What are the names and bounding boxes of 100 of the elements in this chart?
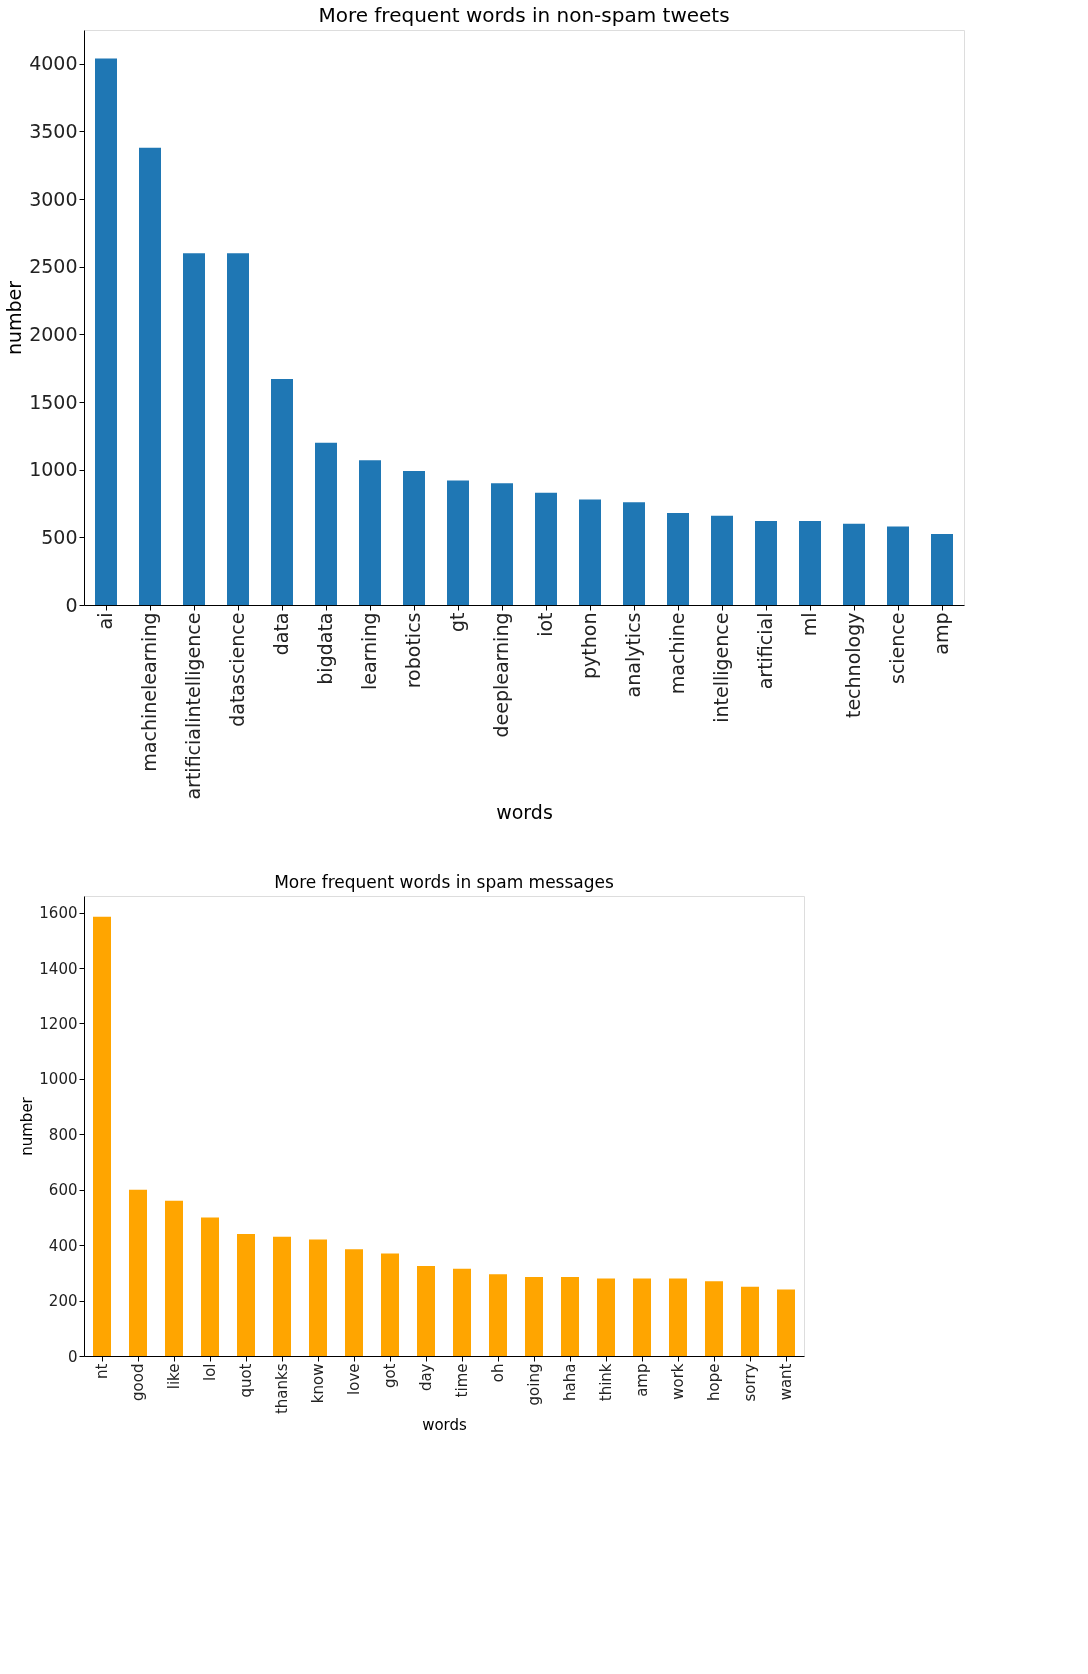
y-tick-label: 3000 — [29, 187, 78, 210]
bar — [271, 379, 293, 605]
bar — [273, 1236, 291, 1356]
y-tick-label: 500 — [41, 525, 78, 548]
x-tick-label: learning — [358, 612, 380, 691]
y-tick-label: 0 — [67, 1347, 78, 1366]
x-tick-label: work — [669, 1363, 687, 1400]
x-tick-label: time — [453, 1363, 471, 1398]
bar — [535, 492, 557, 605]
bar — [93, 916, 111, 1356]
bar — [139, 147, 161, 605]
x-tick-label: datascience — [226, 612, 248, 727]
x-tick-label: like — [165, 1363, 183, 1390]
x-tick-label: artificialintelligence — [182, 612, 204, 800]
bar — [755, 521, 777, 605]
x-tick-label: know — [309, 1363, 327, 1404]
y-tick-label: 2500 — [29, 255, 78, 278]
bar — [705, 1281, 723, 1356]
bar — [799, 521, 821, 605]
x-tick-label: haha — [561, 1363, 579, 1401]
bar — [345, 1249, 363, 1356]
bar — [843, 523, 865, 605]
x-tick-label: ml — [798, 612, 820, 637]
x-tick-label: machinelearning — [138, 612, 160, 772]
x-tick-label: deeplearning — [490, 612, 512, 738]
x-tick-label: lol — [201, 1363, 219, 1382]
x-tick-label: robotics — [402, 612, 424, 689]
y-tick-label: 3500 — [29, 119, 78, 142]
y-tick-label: 1200 — [39, 1014, 78, 1033]
bar — [309, 1239, 327, 1356]
x-tick-label: good — [129, 1363, 147, 1401]
bar — [777, 1289, 795, 1356]
bar — [561, 1277, 579, 1356]
bar — [633, 1278, 651, 1356]
bar — [669, 1278, 687, 1356]
x-tick-label: think — [597, 1363, 615, 1402]
bar — [741, 1286, 759, 1356]
x-tick-label: thanks — [273, 1363, 291, 1415]
y-axis-title: number — [18, 1096, 37, 1156]
bar — [237, 1234, 255, 1356]
y-tick-label: 4000 — [29, 52, 78, 75]
x-tick-label: day — [417, 1363, 435, 1392]
y-tick-label: 200 — [48, 1292, 78, 1311]
x-axis-title: words — [422, 1416, 468, 1435]
bar — [165, 1200, 183, 1356]
x-tick-label: intelligence — [710, 612, 732, 723]
y-tick-label: 1400 — [39, 959, 78, 978]
x-tick-label: bigdata — [314, 612, 336, 685]
y-axis-title: number — [3, 280, 26, 356]
y-tick-label: 0 — [65, 593, 78, 616]
y-tick-label: 1000 — [29, 458, 78, 481]
bar — [489, 1274, 507, 1356]
bar — [201, 1217, 219, 1356]
bar — [403, 471, 425, 605]
x-tick-label: amp — [930, 612, 952, 655]
bar — [597, 1278, 615, 1356]
bar — [711, 515, 733, 605]
chart-title: More frequent words in spam messages — [274, 872, 614, 892]
x-tick-label: quot — [237, 1363, 255, 1398]
bar — [315, 442, 337, 605]
x-tick-label: oh — [489, 1363, 507, 1383]
x-tick-label: hope — [705, 1363, 723, 1401]
bar — [667, 513, 689, 605]
bar — [95, 58, 117, 605]
bar — [887, 526, 909, 605]
x-tick-label: sorry — [741, 1363, 759, 1402]
bar — [129, 1189, 147, 1356]
x-tick-label: love — [345, 1363, 363, 1395]
y-tick-label: 400 — [48, 1236, 78, 1255]
y-tick-label: 600 — [48, 1181, 78, 1200]
x-tick-label: science — [886, 612, 908, 684]
bar — [453, 1268, 471, 1356]
x-tick-label: nt — [93, 1363, 111, 1379]
y-tick-label: 1600 — [39, 904, 78, 923]
x-tick-label: amp — [633, 1363, 651, 1397]
bar — [359, 460, 381, 605]
x-tick-label: technology — [842, 612, 864, 719]
x-tick-label: analytics — [622, 612, 644, 698]
bar — [227, 253, 249, 605]
bar — [417, 1265, 435, 1356]
chart-title: More frequent words in non-spam tweets — [318, 3, 730, 27]
bar — [623, 502, 645, 605]
x-tick-label: artificial — [754, 612, 776, 690]
bar — [381, 1253, 399, 1356]
bar — [525, 1277, 543, 1356]
y-tick-label: 1500 — [29, 390, 78, 413]
x-tick-label: gt — [446, 612, 468, 633]
bar — [931, 533, 953, 605]
bar — [183, 253, 205, 605]
bar — [447, 480, 469, 605]
x-tick-label: machine — [666, 612, 688, 695]
x-tick-label: going — [525, 1363, 543, 1406]
bar — [491, 483, 513, 605]
y-tick-label: 800 — [48, 1125, 78, 1144]
x-tick-label: got — [381, 1363, 399, 1389]
y-tick-label: 1000 — [39, 1070, 78, 1089]
x-tick-label: python — [578, 612, 600, 679]
x-tick-label: want — [777, 1363, 795, 1401]
x-axis-title: words — [496, 800, 553, 823]
x-tick-label: ai — [94, 612, 116, 630]
